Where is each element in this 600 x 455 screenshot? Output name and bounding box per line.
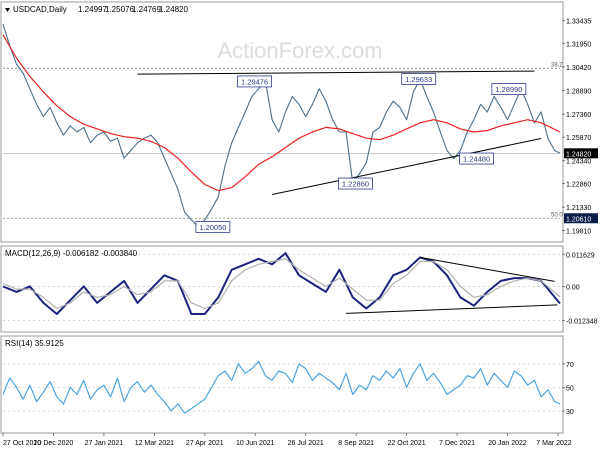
annotation-box-0 xyxy=(237,75,272,88)
tick-label-1: 50 xyxy=(566,385,574,392)
fib-price-tag-text: 1.20610 xyxy=(566,216,591,223)
price-tick-labels: 1.33435 1.31950 1.30420 1.28890 1.27360 1.258… xyxy=(562,18,598,236)
trendline-1 xyxy=(271,138,542,195)
tick-label-2: -0.012348 xyxy=(566,318,598,325)
annotation-box-3 xyxy=(338,177,373,190)
x-tick-label-7: 8 Sep 2021 xyxy=(338,440,374,447)
series-signal-line xyxy=(2,258,561,310)
series-price-line xyxy=(2,23,561,228)
series-ma-line xyxy=(2,34,561,192)
tick-label-2: 30 xyxy=(566,409,574,416)
tick-label-1: 1.31950 xyxy=(566,41,591,48)
watermark: ActionForex.com xyxy=(217,38,382,63)
ohlc-high: 1.25076 xyxy=(105,5,134,14)
x-tick-label-11: 7 Mar 2022 xyxy=(536,440,572,447)
fib-level-label-1: 50.0 xyxy=(551,212,563,218)
annotation-label-4: 1.24480 xyxy=(463,155,490,164)
rsi-tick-labels: 70 50 30 xyxy=(562,362,574,416)
tick-label-7: 1.22860 xyxy=(566,182,591,189)
x-tick-label-1: 10 Dec 2020 xyxy=(34,440,74,447)
tick-label-4: 1.27360 xyxy=(566,112,591,119)
dropdown-triangle-icon xyxy=(5,8,10,12)
ohlc-close: 1.24820 xyxy=(159,5,188,14)
trendline-0 xyxy=(419,256,555,282)
x-tick-label-8: 22 Oct 2021 xyxy=(388,440,426,447)
fib-price-tag xyxy=(564,213,598,224)
macd-panel-frame xyxy=(0,245,564,333)
price-panel: ActionForex.com 38.250.0 1.334351.319501… xyxy=(0,1,598,243)
fib-level-label-0: 38.2 xyxy=(551,62,563,68)
trendline-0 xyxy=(137,70,535,75)
tick-label-0: 70 xyxy=(566,362,574,369)
x-tick-label-10: 20 Jan 2022 xyxy=(488,440,527,447)
annotation-label-5: 1.20050 xyxy=(199,223,226,232)
x-tick-label-0: 27 Oct 2020 xyxy=(3,440,41,447)
annotation-label-1: 1.29633 xyxy=(405,75,432,84)
macd-panel: 0.011629 0.00 -0.012348 MACD(12,26,9) -0.0… xyxy=(0,245,598,333)
macd-trendlines xyxy=(346,256,558,314)
annotation-label-0: 1.29476 xyxy=(241,77,268,86)
current-price-tag-text: 1.24820 xyxy=(566,151,591,158)
tick-label-6: 1.24340 xyxy=(566,159,591,166)
series-rsi-line xyxy=(2,360,561,414)
price-trendlines xyxy=(137,70,542,195)
tick-label-8: 1.21330 xyxy=(566,205,591,212)
tick-label-0: 1.33435 xyxy=(566,18,591,25)
tick-label-1: 0.00 xyxy=(566,284,580,291)
x-tick-label-9: 7 Dec 2021 xyxy=(439,440,475,447)
x-tick-label-5: 10 Jun 2021 xyxy=(236,440,275,447)
trendline-1 xyxy=(346,304,558,314)
tick-label-9: 1.19810 xyxy=(566,229,591,236)
price-title: USDCAD,Daily 1.24997 1.25076 1.24769 1.2… xyxy=(5,5,188,14)
annotation-box-1 xyxy=(401,73,437,86)
tick-label-5: 1.25870 xyxy=(566,135,591,142)
annotation-box-2 xyxy=(491,83,527,95)
x-tick-label-2: 27 Jan 2021 xyxy=(85,440,124,447)
price-annotations: 1.29476 1.29633 1.28990 1.22860 1.24480 1.200… xyxy=(195,73,527,233)
rsi-title: RSI(14) 35.9125 xyxy=(5,339,64,348)
series-macd-line xyxy=(2,252,561,315)
current-price-tag xyxy=(564,148,598,159)
macd-series xyxy=(2,252,561,315)
price-series xyxy=(2,23,561,228)
annotation-box-4 xyxy=(459,152,494,165)
annotation-label-3: 1.22860 xyxy=(342,180,369,189)
tick-label-2: 1.30420 xyxy=(566,65,591,72)
tick-label-3: 1.28890 xyxy=(566,89,591,96)
x-tick-label-4: 27 Apr 2021 xyxy=(186,440,224,447)
rsi-panel-frame xyxy=(0,335,564,434)
price-panel-frame xyxy=(0,1,564,243)
x-tick-label-6: 26 Jul 2021 xyxy=(288,440,324,447)
ohlc-open: 1.24997 xyxy=(78,5,107,14)
price-title-text: USDCAD,Daily xyxy=(13,5,67,14)
x-tick-label-3: 12 Mar 2021 xyxy=(135,440,174,447)
ohlc-low: 1.24769 xyxy=(132,5,161,14)
macd-tick-labels: 0.011629 0.00 -0.012348 xyxy=(562,252,598,325)
rsi-series xyxy=(2,360,561,414)
tick-label-0: 0.011629 xyxy=(566,252,595,259)
annotation-box-5 xyxy=(195,220,231,233)
rsi-panel: 70 50 30 RSI(14) 35.9125 xyxy=(0,335,574,434)
annotation-label-2: 1.28990 xyxy=(495,85,522,94)
macd-title: MACD(12,26,9) -0.006182 -0.003840 xyxy=(5,249,138,258)
